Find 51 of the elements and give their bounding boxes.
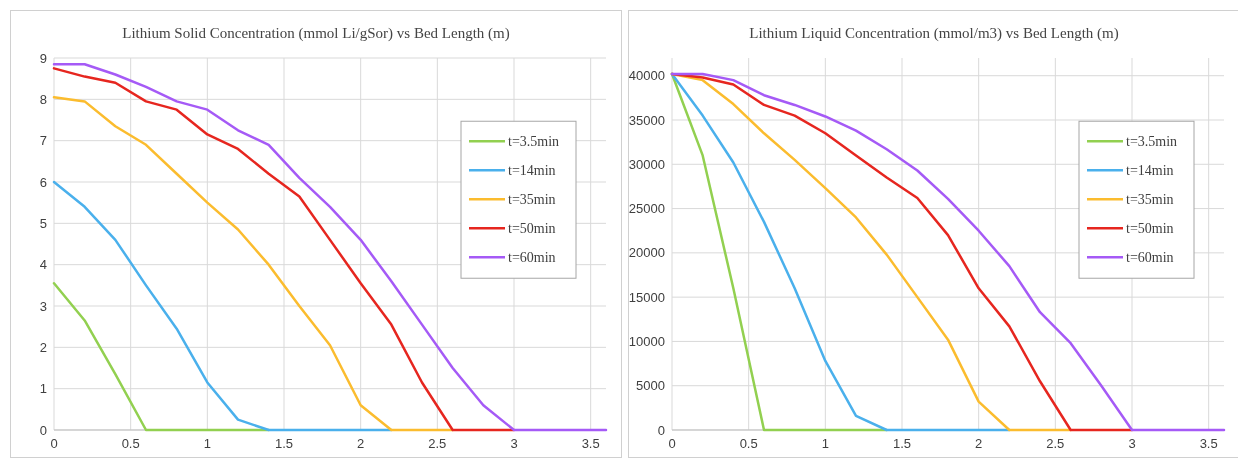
chart-title: Lithium Solid Concentration (mmol Li/gSor) vs Bed Length (m) [122, 25, 510, 42]
y-tick-label: 30000 [628, 156, 665, 172]
legend-label: t=3.5min [508, 134, 560, 150]
y-tick-label: 10000 [628, 333, 665, 349]
legend-label: t=50min [508, 221, 556, 237]
y-tick-label: 8 [39, 91, 47, 107]
y-tick-label: 35000 [628, 112, 665, 128]
line-series [52, 96, 454, 432]
x-tick-label: 1 [821, 436, 829, 451]
x-tick-label: 2.5 [1046, 436, 1065, 451]
y-tick-label: 1 [39, 381, 47, 397]
legend-label: t=14min [1126, 163, 1174, 179]
line-series [670, 72, 1011, 432]
legend-label: t=35min [1126, 192, 1174, 208]
x-tick-label: 0 [50, 436, 58, 451]
legend-label: t=60min [1126, 250, 1174, 266]
y-tick-label: 6 [39, 174, 47, 190]
line-series [52, 180, 393, 432]
x-tick-label: 3.5 [581, 436, 600, 451]
y-tick-label: 40000 [628, 68, 665, 84]
y-tick-label: 0 [657, 422, 665, 438]
y-tick-label: 9 [39, 50, 47, 66]
y-tick-label: 15000 [628, 289, 665, 305]
y-tick-label: 4 [39, 257, 47, 273]
x-tick-label: 3.5 [1199, 436, 1218, 451]
x-tick-label: 3 [510, 436, 518, 451]
y-tick-label: 20000 [628, 245, 665, 261]
y-tick-label: 7 [39, 133, 47, 149]
x-tick-label: 1.5 [274, 436, 294, 451]
legend-label: t=35min [508, 192, 556, 208]
y-tick-label: 2 [39, 339, 47, 355]
x-tick-label: 2 [975, 436, 983, 451]
y-tick-label: 5000 [636, 378, 665, 394]
x-tick-label: 1 [203, 436, 211, 451]
legend-label: t=50min [1126, 221, 1174, 237]
x-tick-label: 3 [1128, 436, 1136, 451]
y-tick-label: 0 [39, 422, 47, 438]
x-tick-label: 0.5 [739, 436, 758, 451]
x-tick-label: 1.5 [892, 436, 912, 451]
x-tick-label: 2 [357, 436, 365, 451]
line-series [670, 72, 888, 432]
y-tick-label: 5 [39, 215, 47, 231]
legend-label: t=14min [508, 163, 556, 179]
x-tick-label: 0 [668, 436, 676, 451]
legend-label: t=60min [508, 250, 556, 266]
x-tick-label: 2.5 [428, 436, 447, 451]
y-tick-label: 3 [39, 298, 47, 314]
y-tick-label: 25000 [628, 201, 665, 217]
x-tick-label: 0.5 [121, 436, 140, 451]
chart-title: Lithium Liquid Concentration (mmol/m3) vs Bed Length (m) [749, 25, 1119, 42]
legend-label: t=3.5min [1126, 134, 1178, 150]
